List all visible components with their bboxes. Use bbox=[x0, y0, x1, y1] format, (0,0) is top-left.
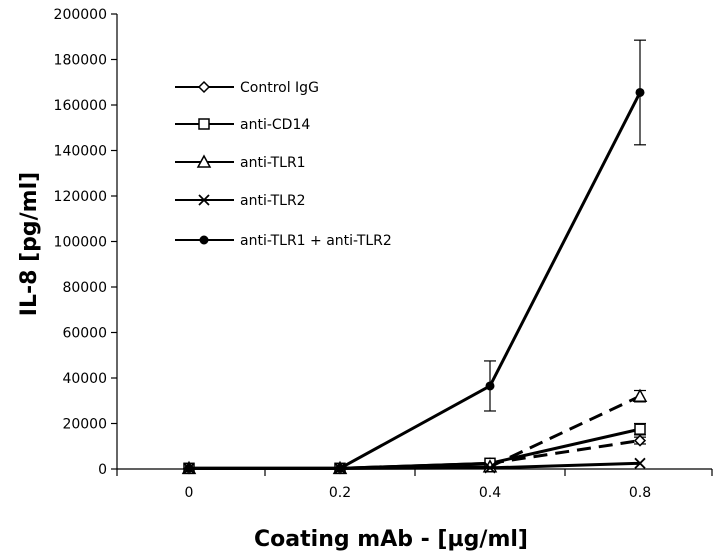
data-point-anti-tlr2-b bbox=[634, 457, 646, 469]
y-tick-label: 0 bbox=[98, 462, 107, 478]
x-tick-label: 0.8 bbox=[629, 485, 651, 501]
legend-label-anti-tlr1: anti-TLR1 bbox=[240, 155, 306, 171]
data-point-anti-tlr1 bbox=[632, 388, 648, 402]
data-point-anti-cd14 bbox=[634, 423, 646, 435]
data-point-anti-tlr1-anti-tlr2 bbox=[635, 87, 645, 97]
series-line-anti-cd14 bbox=[489, 427, 641, 465]
legend-label-anti-cd14: anti-CD14 bbox=[240, 117, 310, 133]
data-point-anti-tlr2 bbox=[634, 457, 646, 469]
plot-area: 0 20000 40000 60000 80000 100000 120000 140000 1… bbox=[54, 7, 713, 501]
y-tick-label: 120000 bbox=[54, 189, 107, 205]
series-line-anti-tlr2 bbox=[489, 461, 641, 470]
legend-marker-control-igg bbox=[197, 80, 211, 94]
series-line-anti-tlr1 bbox=[489, 394, 641, 469]
y-tick-label: 20000 bbox=[62, 417, 107, 433]
legend-label-control-igg: Control IgG bbox=[240, 80, 319, 96]
y-tick-label: 140000 bbox=[54, 144, 107, 160]
series-line-control-igg bbox=[489, 439, 641, 465]
x-axis-title: Coating mAb - [µg/ml] bbox=[254, 527, 528, 552]
x-tick-label: 0.4 bbox=[479, 485, 501, 501]
legend-marker-anti-tlr2 bbox=[198, 194, 210, 206]
series-line-anti-tlr1-anti-tlr2 bbox=[339, 384, 491, 470]
data-point-anti-tlr2 bbox=[484, 462, 496, 474]
y-axis-title: IL-8 [pg/ml] bbox=[17, 172, 42, 316]
y-tick-label: 80000 bbox=[62, 280, 107, 296]
x-tick-label: 0.2 bbox=[329, 485, 351, 501]
legend-marker-anti-tlr1 bbox=[196, 154, 212, 168]
y-tick-label: 60000 bbox=[62, 326, 107, 342]
legend-marker-anti-tlr1-anti-tlr2 bbox=[199, 235, 209, 245]
data-point-anti-tlr2-b bbox=[484, 462, 496, 474]
data-point-anti-tlr1-anti-tlr2 bbox=[485, 381, 495, 391]
data-point-control-igg bbox=[633, 434, 647, 447]
legend-marker-anti-tlr2-b bbox=[198, 194, 210, 206]
data-point-anti-tlr1-anti-tlr2 bbox=[335, 463, 345, 473]
y-tick-label: 40000 bbox=[62, 371, 107, 387]
series-line-anti-tlr1-anti-tlr2 bbox=[488, 91, 642, 387]
y-tick-label: 180000 bbox=[54, 53, 107, 69]
data-point-anti-tlr1-anti-tlr2 bbox=[184, 463, 194, 473]
legend-label-anti-tlr2: anti-TLR2 bbox=[240, 193, 306, 209]
legend-marker-anti-cd14 bbox=[198, 118, 210, 130]
y-tick-label: 200000 bbox=[54, 7, 107, 23]
legend-label-anti-tlr1-anti-tlr2: anti-TLR1 + anti-TLR2 bbox=[240, 233, 392, 249]
y-tick-label: 100000 bbox=[54, 235, 107, 251]
y-tick-label: 160000 bbox=[54, 98, 107, 114]
x-tick-label: 0 bbox=[185, 485, 194, 501]
